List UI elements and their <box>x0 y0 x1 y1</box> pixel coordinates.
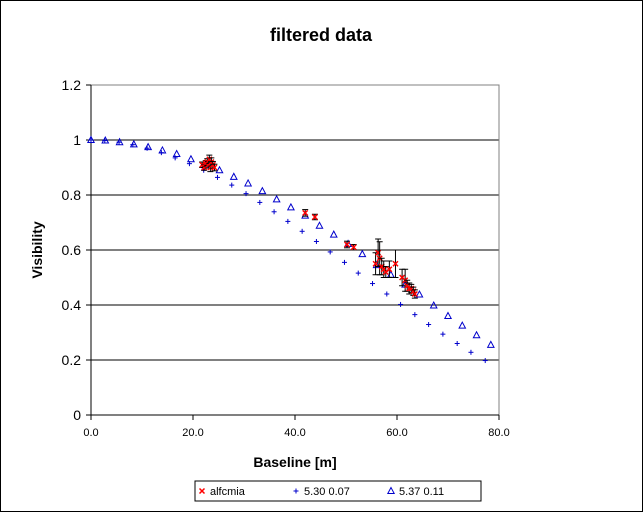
data-point <box>415 289 424 298</box>
data-point <box>211 164 218 171</box>
axes <box>86 84 500 420</box>
data-point <box>398 301 404 307</box>
data-point <box>144 142 153 151</box>
data-point <box>429 300 438 309</box>
legend-label: alfcmia <box>210 486 246 498</box>
legend-marker <box>198 487 206 495</box>
legend-item: alfcmia <box>198 486 246 498</box>
data-point <box>412 312 418 318</box>
y-tick-label: 1 <box>73 132 81 148</box>
x-tick-label: 60.0 <box>386 427 407 439</box>
data-marks <box>86 135 495 364</box>
data-point <box>443 311 453 319</box>
data-point <box>392 260 399 267</box>
data-point <box>411 290 418 298</box>
data-point <box>384 291 390 297</box>
x-tick-label: 0.0 <box>83 427 98 439</box>
data-point <box>341 259 347 265</box>
legend-label: 5.30 0.07 <box>304 486 350 498</box>
gridlines <box>91 84 499 361</box>
data-point <box>472 330 481 339</box>
y-tick-label: 0.6 <box>62 242 82 258</box>
data-point <box>426 322 432 328</box>
x-axis-title: Baseline [m] <box>253 454 336 470</box>
data-point <box>486 340 495 348</box>
data-point <box>88 137 94 143</box>
data-point <box>130 142 136 148</box>
data-point <box>358 249 367 258</box>
data-point <box>343 241 351 248</box>
legend: alfcmia 5.30 0.07 5.37 0.11 <box>194 480 482 502</box>
data-point <box>327 249 333 255</box>
y-tick-label: 1.2 <box>62 77 82 93</box>
data-point <box>257 199 263 205</box>
data-point <box>482 358 488 364</box>
series-1 <box>88 137 488 364</box>
data-point <box>302 209 309 216</box>
data-point <box>285 218 291 224</box>
data-point <box>370 281 376 287</box>
y-tick-label: 0.4 <box>62 297 82 313</box>
data-point <box>116 139 122 145</box>
chart-title: filtered data <box>270 25 373 45</box>
data-point <box>329 230 338 238</box>
data-point <box>144 145 150 151</box>
y-tick-label: 0.2 <box>62 352 82 368</box>
legend-item: 5.37 0.11 <box>386 486 444 498</box>
series-2 <box>86 135 495 348</box>
data-point <box>102 138 108 144</box>
legend-label: 5.37 0.11 <box>399 486 444 498</box>
y-axis-title: Visibility <box>29 221 45 279</box>
data-point <box>350 244 357 251</box>
data-point <box>271 209 277 215</box>
data-point <box>186 154 195 163</box>
data-point <box>158 150 164 156</box>
data-point <box>311 213 318 221</box>
data-point <box>386 266 393 273</box>
data-point <box>386 270 395 278</box>
data-point <box>258 186 267 195</box>
y-tick-label: 0.8 <box>62 187 82 203</box>
x-tick-label: 20.0 <box>182 427 203 439</box>
data-point <box>286 202 295 211</box>
data-point <box>186 161 192 167</box>
data-point <box>158 145 167 154</box>
data-point <box>454 341 460 346</box>
data-point <box>244 178 253 187</box>
legend-marker <box>293 488 299 494</box>
x-tick-label: 40.0 <box>284 427 305 439</box>
data-point <box>172 149 181 158</box>
series-0 <box>199 154 418 299</box>
data-point <box>299 228 305 234</box>
x-tick-label: 80.0 <box>488 427 509 439</box>
y-tick-labels: 0 0.2 0.4 0.6 0.8 1 1.2 <box>62 77 82 423</box>
data-point <box>468 349 474 355</box>
data-point <box>243 191 249 197</box>
data-point <box>172 155 178 161</box>
data-point <box>313 238 319 244</box>
data-point <box>129 139 138 148</box>
data-point <box>315 221 324 229</box>
data-point <box>355 270 361 276</box>
data-point <box>229 182 235 188</box>
y-tick-label: 0 <box>73 407 81 423</box>
legend-item: 5.30 0.07 <box>293 486 350 498</box>
legend-box <box>194 480 482 502</box>
data-point <box>272 194 281 203</box>
data-point <box>440 331 446 337</box>
data-point <box>458 321 467 329</box>
data-point <box>215 165 224 174</box>
data-point <box>372 260 379 267</box>
legend-marker <box>386 486 396 494</box>
data-point <box>229 172 238 180</box>
data-point <box>214 174 220 180</box>
x-tick-labels: 0.0 20.0 40.0 60.0 80.0 <box>83 427 509 439</box>
